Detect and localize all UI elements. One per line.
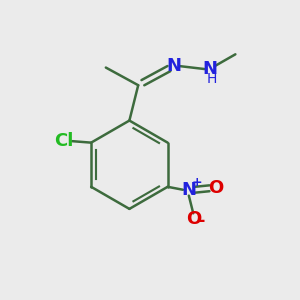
Text: +: +: [191, 176, 202, 189]
Text: Cl: Cl: [54, 132, 74, 150]
Text: O: O: [208, 179, 223, 197]
Text: -: -: [198, 212, 205, 230]
Text: O: O: [186, 210, 201, 228]
Text: N: N: [181, 181, 196, 199]
Text: H: H: [207, 72, 217, 86]
Text: N: N: [203, 60, 218, 78]
Text: N: N: [166, 57, 181, 75]
